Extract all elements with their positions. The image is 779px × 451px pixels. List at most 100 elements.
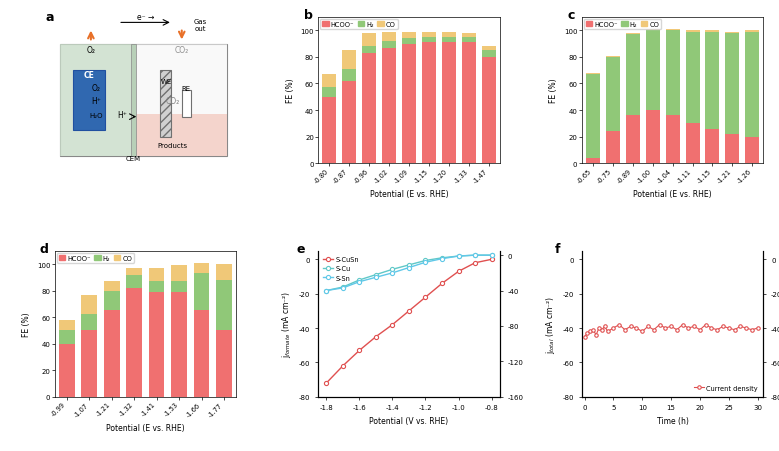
Line: S-Cu: S-Cu	[324, 253, 494, 293]
Current density	[655, 322, 664, 327]
Text: O₂: O₂	[92, 84, 100, 93]
Text: Gas
out: Gas out	[193, 19, 206, 32]
S-Cu	[454, 254, 464, 259]
Current density	[620, 327, 629, 333]
Bar	[216, 264, 232, 281]
Text: a: a	[45, 11, 54, 24]
Text: H⁺: H⁺	[117, 110, 127, 120]
Bar	[686, 32, 700, 124]
Bar	[342, 82, 356, 164]
Current density	[689, 324, 699, 329]
Bar	[665, 116, 679, 164]
Bar	[194, 311, 210, 397]
Current density	[594, 326, 604, 331]
Bar	[442, 32, 456, 38]
S-CuSn	[338, 364, 347, 369]
Bar	[216, 281, 232, 331]
S-CuSn	[421, 295, 430, 300]
Current density	[649, 327, 658, 333]
Bar	[136, 115, 227, 157]
S-Sn	[487, 253, 496, 258]
S-Sn	[437, 257, 446, 262]
S-CuSn	[487, 257, 496, 262]
X-axis label: Potential (E vs. RHE): Potential (E vs. RHE)	[633, 190, 712, 199]
Current density	[586, 329, 595, 335]
Bar	[126, 288, 142, 397]
Bar	[104, 281, 120, 291]
Current density	[615, 322, 624, 327]
S-Sn	[388, 271, 397, 276]
S-Cu	[372, 272, 381, 278]
S-Cu	[421, 258, 430, 263]
Current density	[696, 327, 705, 333]
Text: RE: RE	[182, 86, 191, 92]
Current density	[632, 326, 641, 331]
Bar	[665, 30, 679, 31]
Text: CO₂: CO₂	[174, 46, 189, 55]
Current density	[753, 326, 763, 331]
Bar	[706, 31, 720, 32]
S-Sn	[354, 279, 364, 285]
Bar	[194, 274, 210, 311]
Current density	[678, 322, 687, 327]
Legend: HCOO⁻, H₂, CO: HCOO⁻, H₂, CO	[583, 20, 661, 30]
Text: f: f	[555, 243, 560, 255]
Bar	[342, 70, 356, 82]
Bar	[725, 134, 739, 164]
Bar	[626, 116, 640, 164]
Bar	[82, 331, 97, 397]
Bar	[59, 344, 75, 397]
Current density	[603, 329, 612, 335]
Bar	[605, 58, 619, 132]
Bar	[322, 88, 336, 97]
Bar	[626, 34, 640, 35]
Bar	[462, 38, 476, 43]
Text: c: c	[567, 9, 574, 22]
Bar	[482, 58, 496, 164]
Current density	[666, 324, 675, 329]
Text: O₂: O₂	[86, 46, 95, 55]
Current density	[588, 327, 597, 333]
Bar	[746, 32, 760, 137]
Current density	[583, 331, 592, 336]
Bar	[482, 51, 496, 58]
Bar	[402, 45, 416, 164]
Bar	[149, 281, 164, 292]
S-CuSn	[354, 348, 364, 353]
Bar	[149, 268, 164, 281]
Line: Current density: Current density	[583, 323, 760, 339]
Text: H₂O: H₂O	[90, 112, 103, 118]
Bar	[362, 54, 376, 164]
S-Cu	[322, 288, 331, 294]
Text: b: b	[304, 9, 312, 22]
Bar	[605, 56, 619, 58]
Bar	[171, 281, 187, 292]
Current density	[701, 322, 710, 327]
Y-axis label: FE (%): FE (%)	[286, 78, 295, 103]
Bar	[382, 32, 396, 42]
Current density	[684, 326, 693, 331]
Bar	[706, 129, 720, 164]
Current density	[742, 326, 751, 331]
S-Cu	[471, 253, 480, 258]
Y-axis label: j$_{total}$ (mA cm⁻²): j$_{total}$ (mA cm⁻²)	[544, 295, 557, 353]
Bar	[402, 32, 416, 39]
Bar	[59, 331, 75, 344]
Current density	[747, 327, 756, 333]
Current density	[637, 329, 647, 335]
S-CuSn	[471, 261, 480, 266]
Text: d: d	[40, 243, 49, 255]
Current density	[600, 324, 609, 329]
S-CuSn	[322, 381, 331, 386]
S-Cu	[354, 278, 364, 283]
Bar	[462, 43, 476, 164]
Bar	[626, 35, 640, 116]
Current density	[713, 327, 722, 333]
Text: WE: WE	[160, 79, 172, 85]
S-Sn	[404, 265, 414, 271]
Bar	[586, 158, 600, 164]
S-Sn	[454, 254, 464, 259]
Text: CE: CE	[83, 71, 94, 80]
Current density	[735, 324, 745, 329]
Text: CO₂: CO₂	[166, 97, 180, 106]
